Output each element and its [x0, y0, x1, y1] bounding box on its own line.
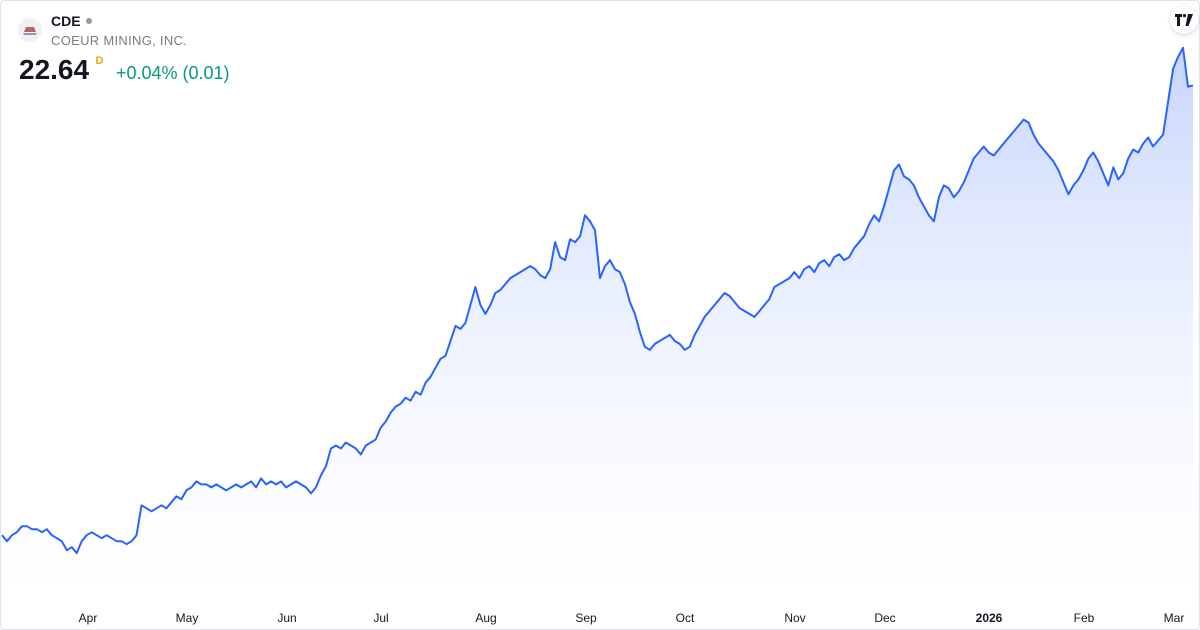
tradingview-icon — [1175, 14, 1193, 26]
x-tick-label: Jun — [277, 611, 296, 625]
x-tick-label: Oct — [676, 611, 695, 625]
price-row: 22.64 D +0.04% (0.01) — [19, 54, 230, 86]
x-tick-label: Nov — [784, 611, 805, 625]
x-tick-label: Sep — [575, 611, 597, 625]
market-status-dot — [85, 18, 92, 24]
x-axis: Apr May Jun Jul Aug Sep Oct Nov Dec 2026 Feb Mar — [79, 611, 1185, 625]
x-tick-label: Jul — [373, 611, 388, 625]
x-tick-label: Aug — [475, 611, 496, 625]
ticker-symbol[interactable]: CDE — [51, 13, 81, 29]
x-tick-label: 2026 — [976, 611, 1003, 625]
price-line[interactable] — [1, 46, 1194, 555]
last-price: 22.64 — [19, 54, 90, 85]
symbol-row: CDE — [51, 13, 92, 29]
x-tick-label: Dec — [874, 611, 895, 625]
tradingview-logo[interactable] — [1170, 6, 1198, 34]
interval-badge: D — [95, 55, 104, 67]
gold-bar-icon — [23, 27, 37, 35]
company-logo — [18, 18, 42, 42]
price-change: +0.04% (0.01) — [115, 63, 230, 83]
price-area-fill — [2, 47, 1193, 599]
x-tick-label: Apr — [79, 611, 98, 625]
x-tick-label: Mar — [1164, 611, 1185, 625]
x-tick-label: May — [176, 611, 199, 625]
company-name: COEUR MINING, INC. — [51, 33, 188, 48]
x-tick-label: Feb — [1074, 611, 1095, 625]
